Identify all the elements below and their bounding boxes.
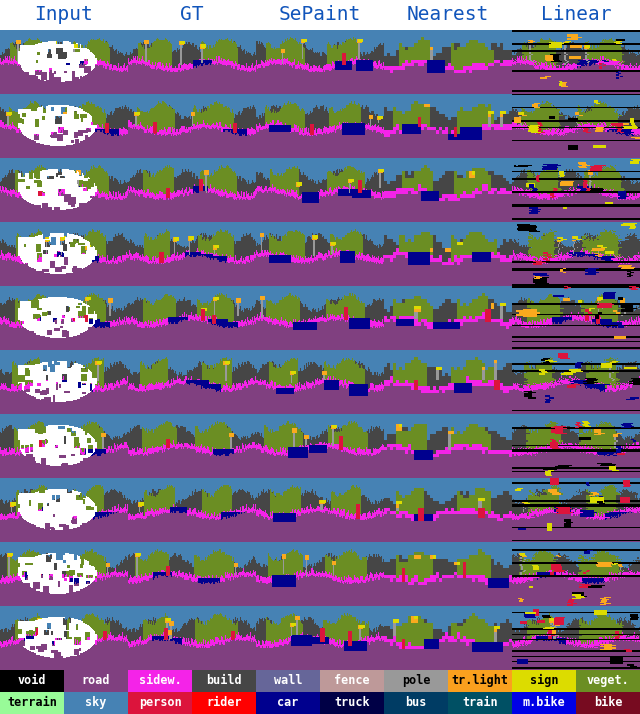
Text: car: car [277,696,299,710]
Text: pole: pole [402,674,430,688]
Text: truck: truck [334,696,370,710]
Text: sky: sky [85,696,107,710]
Text: sidew.: sidew. [139,674,181,688]
Text: terrain: terrain [7,696,57,710]
Text: sign: sign [530,674,558,688]
Text: Nearest: Nearest [407,6,489,24]
Text: road: road [82,674,110,688]
Text: Input: Input [35,6,93,24]
Text: GT: GT [180,6,204,24]
Text: m.bike: m.bike [523,696,565,710]
Text: bike: bike [594,696,622,710]
Text: person: person [139,696,181,710]
Text: build: build [206,674,242,688]
Text: train: train [462,696,498,710]
Text: fence: fence [334,674,370,688]
Text: wall: wall [274,674,302,688]
Text: Linear: Linear [541,6,611,24]
Text: veget.: veget. [587,674,629,688]
Text: rider: rider [206,696,242,710]
Text: SePaint: SePaint [279,6,361,24]
Text: bus: bus [405,696,427,710]
Text: void: void [18,674,46,688]
Text: tr.light: tr.light [451,674,509,688]
